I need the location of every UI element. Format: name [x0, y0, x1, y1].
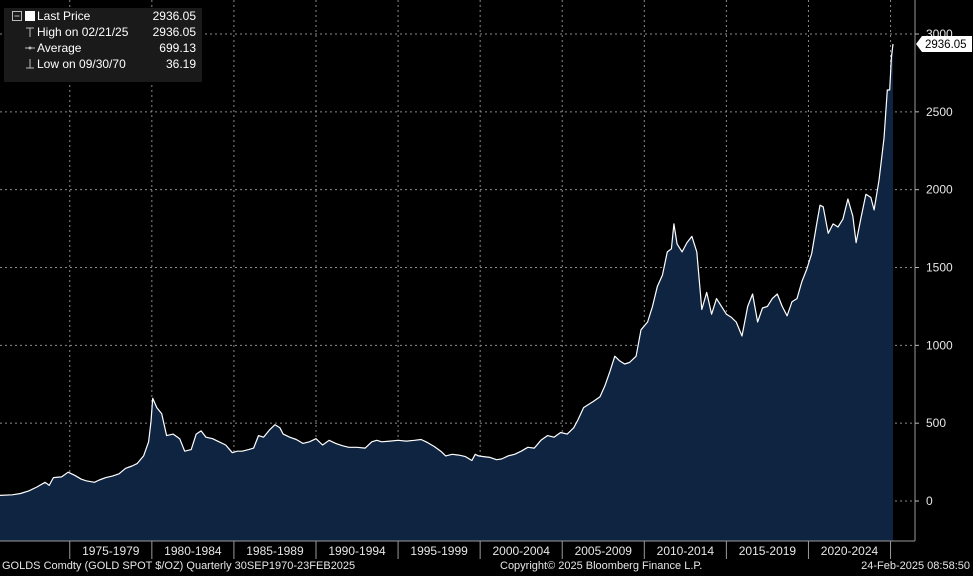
y-tick-label-500: 500 — [926, 416, 946, 430]
minus-box-icon[interactable] — [12, 11, 22, 21]
legend-average-label: Average — [37, 41, 82, 55]
legend-average: Average 699.13 — [4, 40, 202, 56]
x-axis-ticks: 1975-1979 1980-1984 1985-1989 1990-1994 1995… — [69, 541, 892, 559]
x-tick-label-1990-1994: 1990-1994 — [328, 544, 386, 558]
footer-security: GOLDS Comdty (GOLD SPOT $/OZ) Quarterly … — [2, 560, 356, 572]
footer-bar: GOLDS Comdty (GOLD SPOT $/OZ) Quarterly … — [0, 559, 973, 576]
legend-high-label: High on 02/21/25 — [37, 25, 129, 39]
x-tick-label-1995-1999: 1995-1999 — [410, 544, 468, 558]
legend-high-value: 2936.05 — [152, 25, 196, 39]
last-price-tag-text: 2936.05 — [925, 39, 967, 51]
legend-last-price: Last Price 2936.05 — [4, 8, 202, 24]
x-tick-label-2010-2014: 2010-2014 — [657, 544, 715, 558]
price-line — [0, 43, 894, 496]
y-tick-label-2000: 2000 — [926, 183, 953, 197]
footer-copyright: Copyright© 2025 Bloomberg Finance L.P. — [500, 560, 703, 572]
legend-average-value: 699.13 — [159, 41, 196, 55]
y-tick-label-1000: 1000 — [926, 338, 953, 352]
x-tick-label-2000-2004: 2000-2004 — [492, 544, 550, 558]
last-price-tag-background — [916, 35, 972, 52]
price-area — [0, 43, 894, 541]
x-tick-label-2005-2009: 2005-2009 — [575, 544, 633, 558]
legend-last-price-label: Last Price — [37, 9, 91, 23]
legend-last-price-value: 2936.05 — [152, 9, 196, 23]
legend-high: High on 02/21/25 2936.05 — [4, 24, 202, 40]
y-tick-label-1500: 1500 — [926, 261, 953, 275]
x-tick-label-2015-2019: 2015-2019 — [739, 544, 797, 558]
average-marker-icon — [25, 46, 35, 50]
legend-low-value: 36.19 — [165, 57, 196, 71]
legend-low: Low on 09/30/70 36.19 — [4, 56, 202, 72]
y-tick-label-0: 0 — [926, 494, 933, 508]
y-tick-label-2500: 2500 — [926, 105, 953, 119]
legend-low-label: Low on 09/30/70 — [37, 57, 126, 71]
x-tick-label-1975-1979: 1975-1979 — [82, 544, 140, 558]
price-area-fill — [0, 44, 893, 541]
legend-box: Last Price 2936.05 High on 02/21/25 2936… — [4, 8, 202, 82]
footer-timestamp: 24-Feb-2025 08:58:50 — [861, 560, 970, 572]
x-tick-label-1980-1984: 1980-1984 — [164, 544, 222, 558]
high-marker-icon — [26, 27, 34, 37]
x-tick-label-1985-1989: 1985-1989 — [246, 544, 304, 558]
x-tick-label-2020-2024: 2020-2024 — [821, 544, 879, 558]
white-square-icon — [25, 11, 35, 21]
low-marker-icon — [26, 59, 34, 69]
last-price-tag: 2936.05 — [916, 35, 972, 52]
